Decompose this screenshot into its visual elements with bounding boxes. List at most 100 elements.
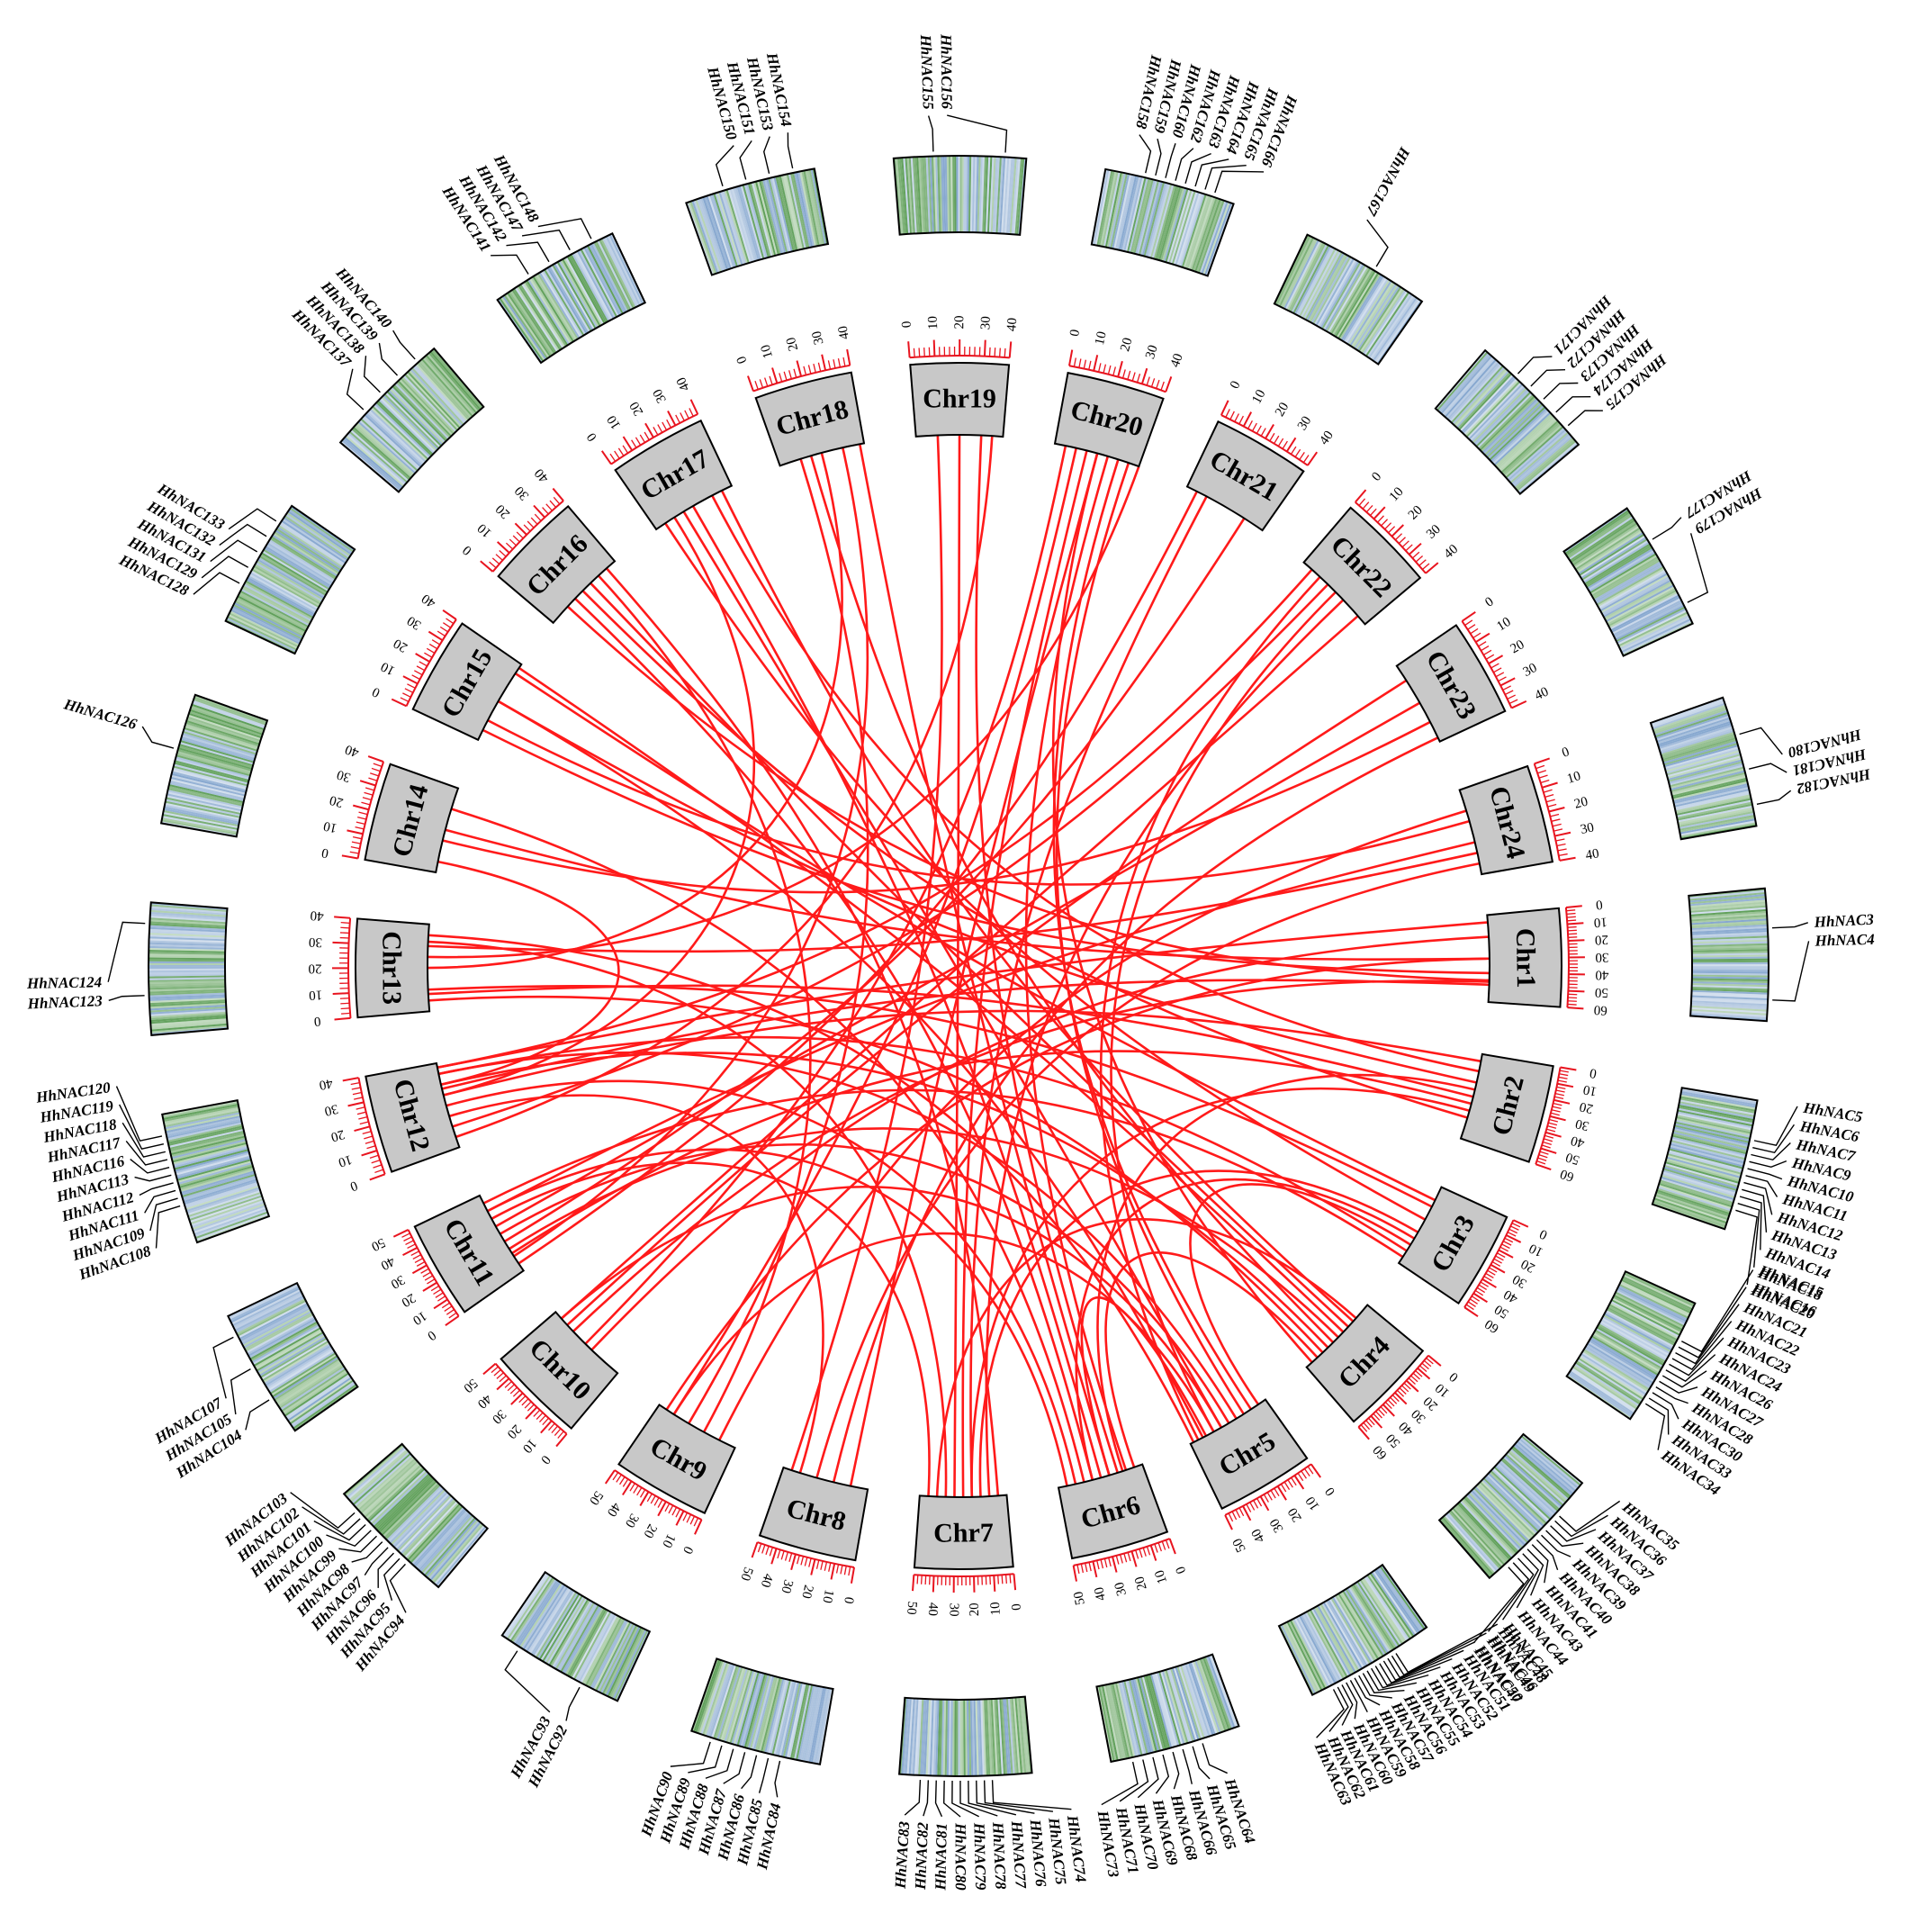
density-bin <box>431 1522 482 1583</box>
minor-tick <box>358 1115 368 1120</box>
minor-tick <box>1547 1125 1557 1129</box>
density-bin <box>899 158 907 235</box>
density-bin <box>990 156 996 233</box>
density-bin <box>230 1287 301 1323</box>
gene-leader-line <box>991 1780 1072 1810</box>
density-bin <box>1594 561 1661 601</box>
tick-label: 30 <box>778 1578 795 1595</box>
minor-tick <box>404 688 414 693</box>
minor-tick <box>340 1002 350 1005</box>
tick-label: 40 <box>925 1602 941 1617</box>
density-bin <box>718 191 743 266</box>
density-bin <box>179 1167 254 1190</box>
minor-tick <box>1080 1564 1085 1574</box>
density-bin <box>165 800 241 818</box>
density-bin <box>149 973 226 977</box>
density-bin <box>149 1003 227 1009</box>
density-bin <box>1661 733 1735 758</box>
gene-leader-line <box>506 241 550 263</box>
major-tick <box>514 522 527 536</box>
density-bin <box>583 247 621 316</box>
minor-tick <box>1467 1301 1476 1308</box>
minor-tick <box>923 348 925 357</box>
tick-label: 40 <box>1168 352 1186 370</box>
density-bin <box>168 786 244 805</box>
minor-tick <box>1538 774 1548 779</box>
gene-leader-line <box>1739 1196 1762 1250</box>
density-bin <box>1169 1667 1194 1742</box>
density-bin <box>782 174 802 250</box>
density-bin <box>1691 969 1769 972</box>
minor-tick <box>675 414 680 424</box>
minor-tick <box>1415 1370 1423 1377</box>
density-bin <box>240 1305 310 1344</box>
minor-tick <box>491 557 500 564</box>
tick-label: 50 <box>1071 1590 1088 1606</box>
major-tick <box>433 1298 448 1310</box>
minor-tick <box>1401 540 1409 548</box>
density-bin <box>1659 726 1733 751</box>
tick-label: 30 <box>622 1511 641 1530</box>
density-track-frame <box>892 155 1028 236</box>
major-tick <box>540 1420 553 1434</box>
gene-density-track <box>148 901 230 1036</box>
density-bin <box>171 1141 247 1161</box>
major-tick <box>1560 1066 1577 1071</box>
density-bin <box>1457 371 1511 429</box>
minor-tick <box>1552 1106 1562 1110</box>
minor-tick <box>1096 1560 1100 1570</box>
density-bin <box>1482 1477 1540 1533</box>
density-bin <box>556 261 597 330</box>
gene-leader-line <box>210 539 258 563</box>
tick-label: 20 <box>1406 503 1426 523</box>
density-bin <box>234 600 304 637</box>
gene-density-track <box>892 155 1028 236</box>
density-bin <box>729 1669 753 1744</box>
major-tick <box>1567 922 1584 925</box>
density-bin <box>243 1310 312 1349</box>
gene-leader-line <box>1545 1530 1584 1548</box>
density-bin <box>410 1505 464 1564</box>
gene-leader-line <box>983 1780 1054 1812</box>
density-bin <box>165 1114 241 1132</box>
density-bin <box>747 1674 770 1749</box>
density-bin <box>1098 1685 1115 1762</box>
gene-leader-line <box>230 1368 251 1415</box>
density-bin <box>163 811 239 828</box>
minor-tick <box>352 1091 362 1096</box>
density-bin <box>1688 891 1766 901</box>
density-bin <box>788 1683 806 1759</box>
gene-leader-line <box>1139 134 1152 174</box>
minor-tick <box>493 1368 501 1377</box>
density-bin <box>937 1699 941 1776</box>
density-bin <box>435 1526 487 1586</box>
density-bin <box>354 1454 412 1507</box>
density-bin <box>967 156 970 233</box>
minor-tick <box>1476 1286 1486 1294</box>
density-bin <box>1330 267 1372 335</box>
density-bin <box>1108 1684 1126 1760</box>
density-bin <box>720 1666 745 1741</box>
density-bin <box>150 904 228 912</box>
density-bin <box>410 1506 464 1565</box>
density-bin <box>1176 192 1202 266</box>
tick-label: 0 <box>584 430 599 444</box>
gene-leader-line <box>245 1399 270 1431</box>
tick-axis <box>1224 1463 1312 1516</box>
density-bin <box>1668 1151 1742 1173</box>
major-tick <box>1242 1505 1252 1521</box>
density-bin <box>417 1512 470 1570</box>
density-bin <box>191 705 265 732</box>
density-bin <box>1689 903 1767 912</box>
gene-density-track <box>338 347 485 493</box>
density-bin <box>432 1523 484 1584</box>
density-bin <box>1306 1611 1345 1680</box>
density-bin <box>149 996 226 1001</box>
density-bin <box>1135 179 1156 255</box>
density-bin <box>1569 518 1634 562</box>
tick-label: 60 <box>1559 1166 1576 1184</box>
tick-label: 20 <box>798 1584 815 1600</box>
density-bin <box>394 383 450 439</box>
